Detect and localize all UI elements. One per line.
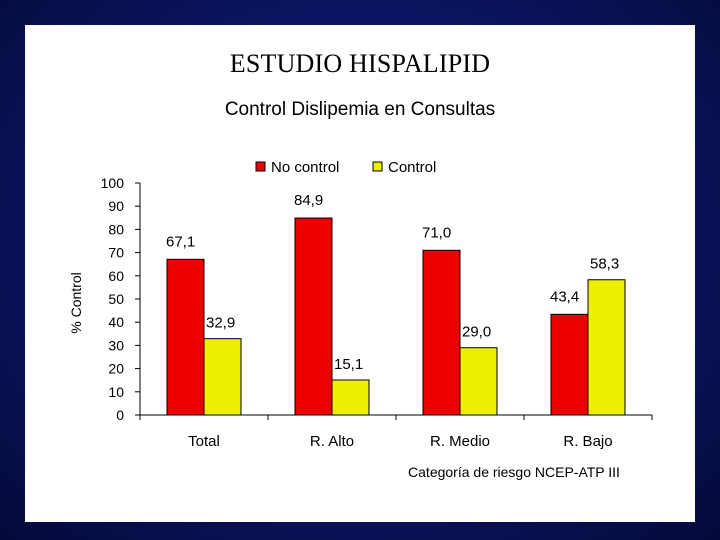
chart-axes: 0 10 20 30 40 50 60 70 80 90 100 % Control Categoría… [68, 175, 653, 480]
chart-legend: No control Control [255, 159, 436, 176]
y-tick-label: 60 [108, 268, 124, 284]
bar-control [459, 347, 498, 416]
y-tick-label: 30 [108, 337, 124, 353]
slide-panel: ESTUDIO HISPALIPID Control Dislipemia en… [25, 25, 695, 522]
y-tick-label: 0 [116, 407, 124, 423]
data-label-no-control: 84,9 [294, 192, 323, 209]
legend-label-no-control: No control [271, 159, 339, 176]
chart-bars [166, 217, 626, 416]
data-label-control: 29,0 [462, 324, 491, 341]
y-tick-label: 100 [101, 175, 125, 191]
bar-no-control [166, 258, 205, 416]
data-label-control: 58,3 [590, 256, 619, 273]
bar-control [331, 379, 370, 416]
y-tick-label: 20 [108, 361, 124, 377]
slide-title: ESTUDIO HISPALIPID [229, 49, 491, 78]
legend-swatch-no-control [255, 161, 266, 172]
chart-subtitle: Control Dislipemia en Consultas [224, 99, 496, 120]
bar-no-control [422, 249, 461, 416]
data-label-no-control: 71,0 [422, 224, 451, 241]
y-tick-label: 10 [108, 384, 124, 400]
x-tick-label: Total [188, 433, 220, 450]
data-label-no-control: 67,1 [166, 233, 195, 250]
y-tick-label: 50 [108, 291, 124, 307]
bar-chart: 0 10 20 30 40 50 60 70 80 90 100 % Control Categoría… [68, 159, 653, 480]
bar-no-control [294, 217, 333, 416]
y-axis-title: % Control [68, 272, 84, 333]
y-tick-label: 40 [108, 314, 124, 330]
bar-control [203, 338, 242, 416]
bar-control [587, 279, 626, 416]
data-label-control: 15,1 [334, 356, 363, 373]
x-axis-title: Categoría de riesgo NCEP-ATP III [408, 464, 620, 480]
legend-swatch-control [372, 161, 383, 172]
x-tick-label: R. Medio [430, 433, 490, 450]
y-tick-label: 80 [108, 221, 124, 237]
y-tick-label: 90 [108, 198, 124, 214]
x-tick-label: R. Alto [310, 433, 354, 450]
x-tick-label: R. Bajo [563, 433, 612, 450]
data-label-control: 32,9 [206, 315, 235, 332]
legend-label-control: Control [388, 159, 436, 176]
y-tick-label: 70 [108, 245, 124, 261]
bar-no-control [550, 313, 589, 416]
data-label-no-control: 43,4 [550, 288, 579, 305]
chart-data-labels: 67,1 32,9 84,9 15,1 71,0 29,0 43,4 58,3 [166, 192, 619, 373]
